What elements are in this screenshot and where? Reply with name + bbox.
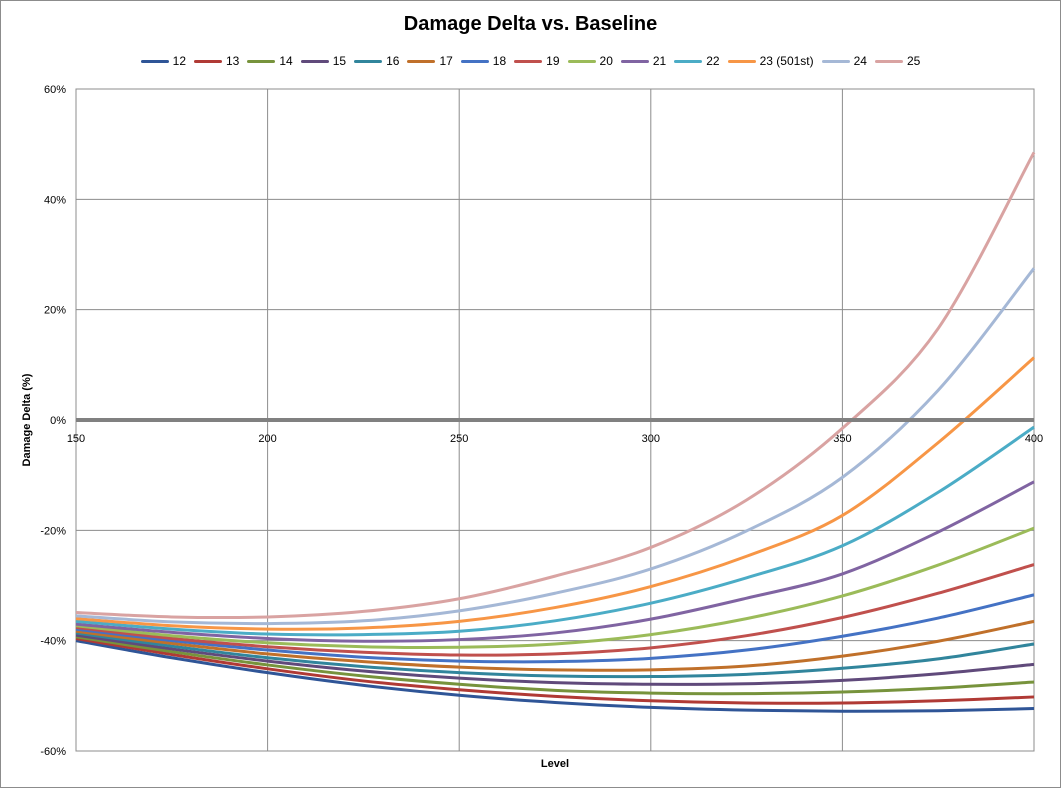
legend-label: 15	[332, 54, 347, 68]
x-tick-label: 200	[258, 433, 276, 445]
chart-title: Damage Delta vs. Baseline	[403, 13, 658, 35]
legend-item: 20	[567, 54, 613, 68]
series-line-19	[75, 563, 1035, 657]
legend-label: 21	[652, 54, 667, 68]
legend-swatch	[874, 59, 903, 63]
series-line-16	[75, 631, 1035, 679]
legend-label: 17	[439, 54, 453, 68]
legend-swatch	[194, 59, 222, 63]
legend-item: 16	[354, 54, 399, 68]
legend-item: 25	[874, 54, 921, 68]
series-line-23	[75, 356, 1035, 631]
legend-item: 14	[247, 54, 293, 68]
y-tick-label: 20%	[44, 305, 66, 317]
y-axis-title: Damage Delta (%)	[21, 373, 33, 466]
series-line-25	[75, 151, 1036, 620]
y-tick-label: -60%	[40, 746, 66, 758]
y-tick-label: -20%	[40, 525, 66, 537]
legend-item: 21	[620, 54, 667, 68]
legend-item: 23 (501st)	[727, 54, 814, 68]
legend-label: 12	[172, 54, 186, 68]
x-tick-label: 300	[642, 433, 660, 445]
series-line-15	[75, 633, 1035, 686]
x-tick-label: 250	[450, 433, 468, 445]
series-line-18	[75, 593, 1035, 664]
legend-item: 18	[460, 54, 507, 68]
x-axis-title: Level	[541, 758, 569, 770]
y-tick-label: 60%	[44, 84, 66, 96]
legend-swatch	[460, 59, 489, 63]
legend-label: 18	[492, 54, 507, 68]
y-tick-label: 0%	[50, 415, 66, 427]
y-tick-label: -40%	[40, 636, 66, 648]
legend-swatch	[300, 59, 329, 63]
legend-label: 14	[279, 54, 293, 68]
legend-swatch	[407, 59, 436, 63]
legend-label: 23 (501st)	[759, 54, 814, 68]
legend-swatch	[247, 59, 276, 63]
legend-item: 12	[140, 54, 186, 68]
legend-swatch	[620, 59, 649, 63]
x-tick-label: 150	[67, 433, 85, 445]
legend-item: 17	[407, 54, 453, 68]
chart-legend: 12 13 14 15 16 17 18 19 20 21 22 23 (501st) 24 25	[0, 54, 1061, 68]
x-tick-label: 400	[1025, 433, 1043, 445]
legend-item: 24	[821, 54, 867, 68]
legend-swatch	[674, 59, 703, 63]
series-line-22	[75, 425, 1035, 637]
legend-label: 25	[906, 54, 921, 68]
legend-label: 20	[599, 54, 613, 68]
legend-swatch	[567, 59, 596, 63]
y-tick-label: 40%	[44, 194, 66, 206]
legend-item: 19	[514, 54, 560, 68]
legend-label: 19	[546, 54, 560, 68]
series-line-20	[75, 526, 1035, 650]
legend-swatch	[514, 59, 543, 63]
series-line-12	[75, 639, 1035, 713]
series-line-17	[75, 619, 1035, 672]
series-line-24	[75, 267, 1036, 626]
legend-item: 22	[674, 54, 720, 68]
legend-swatch	[727, 59, 756, 63]
series-line-21	[75, 480, 1035, 643]
legend-swatch	[821, 59, 850, 63]
legend-item: 15	[300, 54, 347, 68]
legend-item: 13	[194, 54, 239, 68]
legend-swatch	[140, 59, 169, 63]
legend-label: 16	[386, 54, 400, 68]
series-line-14	[75, 635, 1035, 696]
legend-label: 24	[853, 54, 867, 68]
legend-label: 13	[226, 54, 240, 68]
legend-swatch	[354, 59, 383, 63]
legend-label: 22	[706, 54, 720, 68]
x-tick-label: 350	[833, 433, 851, 445]
series-line-13	[75, 636, 1035, 705]
